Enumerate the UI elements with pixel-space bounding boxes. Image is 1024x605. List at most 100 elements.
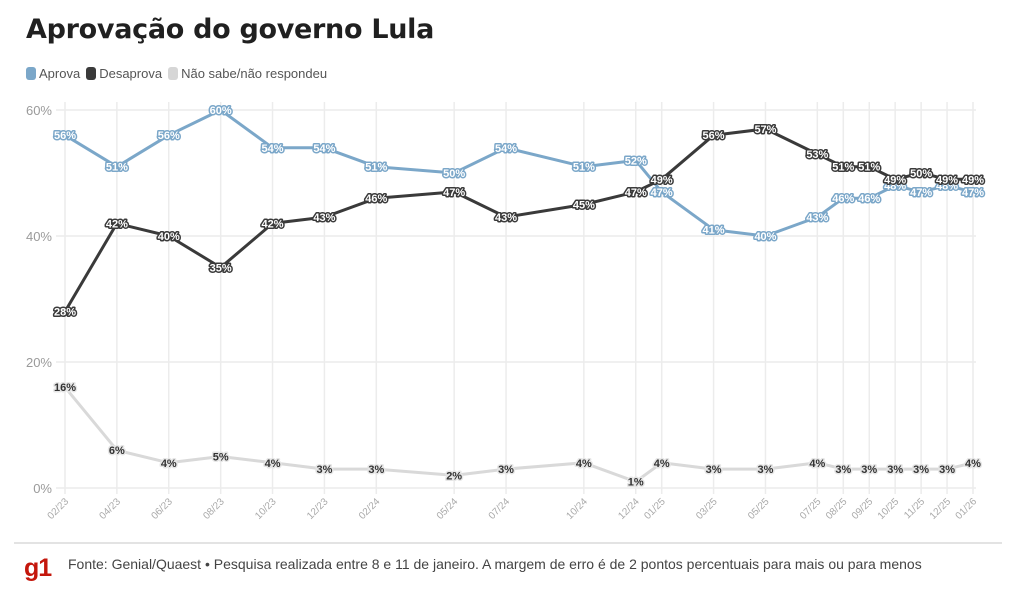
data-label-n-o-sabe-n-o-respondeu: 1% [628,477,644,489]
series-lines [63,108,974,484]
chart-title: Aprovação do governo Lula [26,14,435,45]
line-chart: 0% 20% 40% 60% 02/23 04/23 06/23 08/23 10/23 12/… [26,102,986,522]
data-label-n-o-sabe-n-o-respondeu: 5% [213,452,229,464]
data-label-desaprova: 47% [443,187,465,199]
x-tick-label: 08/23 [201,496,227,522]
data-label-desaprova: 28% [54,307,76,319]
x-tick-label: 12/25 [928,496,954,522]
data-label-desaprova: 56% [703,130,725,142]
x-tick-label: 06/23 [149,496,175,522]
x-tick-label: 10/25 [876,496,902,522]
legend-swatch-aprova [26,67,36,80]
data-label-desaprova: 35% [210,263,232,275]
data-label-aprova: 48% [884,181,906,193]
data-label-n-o-sabe-n-o-respondeu: 3% [939,464,955,476]
data-label-aprova: 54% [313,143,335,155]
data-label-n-o-sabe-n-o-respondeu: 3% [758,464,774,476]
data-label-desaprova: 43% [495,212,517,224]
legend-item-aprova[interactable]: Aprova [26,66,80,81]
data-label-n-o-sabe-n-o-respondeu: 3% [316,464,332,476]
x-tick-label: 09/25 [850,496,876,522]
legend-item-nao-sabe[interactable]: Não sabe/não respondeu [168,66,327,81]
data-label-aprova: 54% [495,143,517,155]
x-tick-label: 01/25 [642,496,668,522]
data-label-desaprova: 57% [754,124,776,136]
y-tick-label: 40% [26,229,52,244]
data-label-aprova: 51% [106,162,128,174]
data-label-desaprova: 49% [936,174,958,186]
x-tick-label: 07/24 [487,496,513,522]
footer-divider [14,542,1002,544]
x-tick-label: 07/25 [798,496,824,522]
data-label-aprova: 50% [443,168,465,180]
gridlines [56,102,976,494]
y-tick-label: 60% [26,103,52,118]
legend: Aprova Desaprova Não sabe/não respondeu [26,66,333,81]
series-line-aprova [64,108,974,238]
data-label-n-o-sabe-n-o-respondeu: 2% [446,470,462,482]
data-label-desaprova: 42% [262,218,284,230]
x-tick-label: 05/25 [746,496,772,522]
data-label-n-o-sabe-n-o-respondeu: 3% [861,464,877,476]
data-label-desaprova: 49% [884,174,906,186]
data-label-n-o-sabe-n-o-respondeu: 6% [109,445,125,457]
x-axis: 02/23 04/23 06/23 08/23 10/23 12/23 02/24 05/24… [46,496,980,522]
y-axis: 0% 20% 40% 60% [26,103,52,496]
data-label-aprova: 43% [806,212,828,224]
legend-swatch-nao-sabe [168,67,179,80]
x-tick-label: 02/23 [46,496,72,522]
series-line-desaprova [63,127,973,313]
y-tick-label: 0% [33,481,52,496]
data-label-n-o-sabe-n-o-respondeu: 3% [368,464,384,476]
data-label-aprova: 40% [754,231,776,243]
data-label-n-o-sabe-n-o-respondeu: 3% [835,464,851,476]
data-label-aprova: 60% [210,105,232,117]
x-tick-label: 05/24 [435,496,461,522]
data-label-aprova: 56% [54,130,76,142]
x-tick-label: 03/25 [694,496,720,522]
legend-label-nao-sabe: Não sabe/não respondeu [181,66,328,81]
data-label-n-o-sabe-n-o-respondeu: 4% [654,458,670,470]
data-label-desaprova: 50% [910,168,932,180]
data-label-n-o-sabe-n-o-respondeu: 4% [809,458,825,470]
source-note: Fonte: Genial/Quaest • Pesquisa realizad… [68,556,922,572]
x-tick-label: 02/24 [357,496,383,522]
legend-label-aprova: Aprova [39,66,81,81]
data-label-n-o-sabe-n-o-respondeu: 16% [54,382,76,394]
data-label-aprova: 56% [158,130,180,142]
data-label-desaprova: 47% [625,187,647,199]
data-label-desaprova: 43% [313,212,335,224]
x-tick-label: 10/24 [565,496,591,522]
x-tick-label: 04/23 [98,496,124,522]
x-tick-label: 12/24 [616,496,642,522]
data-labels: 16% 6% 4% 5% 4% 3% 3% 2% 3% 4% 1% 4% 3% 3% 4% 3% 3% 3% 3% 3… [52,104,985,491]
data-label-aprova: 46% [832,193,854,205]
data-label-aprova: 46% [858,193,880,205]
data-label-n-o-sabe-n-o-respondeu: 4% [576,458,592,470]
data-label-desaprova: 53% [806,149,828,161]
data-label-aprova: 47% [962,187,984,199]
x-tick-label: 10/23 [253,496,279,522]
x-tick-label: 11/25 [902,496,927,521]
data-label-n-o-sabe-n-o-respondeu: 4% [965,458,981,470]
data-label-n-o-sabe-n-o-respondeu: 4% [265,458,281,470]
data-label-aprova: 51% [573,162,595,174]
legend-item-desaprova[interactable]: Desaprova [86,66,162,81]
data-label-desaprova: 42% [106,218,128,230]
data-label-n-o-sabe-n-o-respondeu: 3% [706,464,722,476]
data-label-aprova: 52% [625,155,647,167]
data-label-n-o-sabe-n-o-respondeu: 3% [913,464,929,476]
x-tick-label: 12/23 [305,496,331,522]
data-label-n-o-sabe-n-o-respondeu: 3% [498,464,514,476]
series-line-n-o-sabe-n-o-respondeu [63,386,974,484]
data-label-n-o-sabe-n-o-respondeu: 3% [887,464,903,476]
x-tick-label: 01/26 [954,496,980,522]
data-label-desaprova: 46% [365,193,387,205]
legend-swatch-desaprova [86,67,97,80]
data-label-desaprova: 40% [158,231,180,243]
data-label-aprova: 51% [365,162,387,174]
y-tick-label: 20% [26,355,52,370]
data-label-aprova: 54% [262,143,284,155]
data-label-aprova: 47% [910,187,932,199]
data-label-desaprova: 49% [651,174,673,186]
